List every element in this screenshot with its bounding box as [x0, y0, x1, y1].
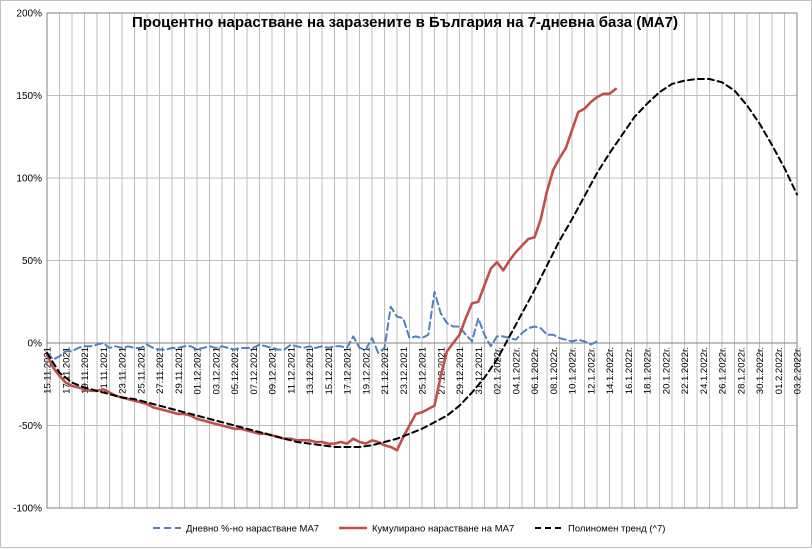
x-tick-label: 23.11.2021 — [118, 347, 129, 394]
series-layer — [45, 78, 798, 452]
legend-label-1: Дневно %-но нарастване МА7 — [186, 524, 319, 535]
x-tick-label: 17.12.2021 — [343, 347, 354, 395]
y-tick-label: -50% — [19, 421, 42, 432]
x-tick-label: 12.1.2022г. — [586, 347, 597, 394]
x-tick-label: 10.1.2022г. — [568, 347, 579, 394]
x-tick-label: 01.2.2022г. — [774, 347, 785, 394]
x-tick-label: 25.12.2021 — [418, 347, 429, 395]
x-tick-label: 17.11.2021 — [61, 347, 72, 394]
legend-label-3: Полиномен тренд (^7) — [568, 524, 665, 535]
x-tick-label: 26.1.2022г. — [718, 347, 729, 394]
x-tick-label: 24.1.2022г. — [699, 347, 710, 394]
chart-title: Процентно нарастване на заразените в Бъл… — [132, 14, 678, 31]
y-tick-label: -100% — [13, 504, 42, 515]
x-tick-label: 02.1.2022г. — [493, 347, 504, 394]
x-tick-label: 27.11.2021 — [155, 347, 166, 394]
x-tick-label: 30.1.2022г. — [755, 347, 766, 394]
x-tick-label: 13.12.2021 — [305, 347, 316, 395]
x-tick-label: 05.12.2021 — [230, 347, 241, 395]
x-tick-label: 15.12.2021 — [324, 347, 335, 395]
x-tick-label: 03.2.2022г. — [793, 347, 804, 394]
x-tick-label: 08.1.2022г. — [549, 347, 560, 394]
x-tick-label: 21.12.2021 — [380, 347, 391, 395]
y-tick-label: 200% — [16, 9, 42, 20]
x-tick-label: 18.1.2022г. — [643, 347, 654, 394]
x-tick-label: 23.12.2021 — [399, 347, 410, 395]
x-tick-label: 31.12.2021 — [474, 347, 485, 395]
x-tick-label: 04.1.2022г. — [511, 347, 522, 394]
y-tick-label: 50% — [22, 256, 42, 267]
x-tick-label: 16.1.2022г. — [624, 347, 635, 394]
legend: Дневно %-но нарастване МА7 Кумулирано нар… — [153, 524, 665, 535]
x-tick-label: 19.12.2021 — [361, 347, 372, 395]
x-tick-label: 03.12.2021 — [211, 347, 222, 395]
series-line-3 — [46, 78, 798, 448]
axis-layer: -100% -50% 0% 50% 100% 150% 200% 15.11.2021 17.1… — [13, 9, 803, 515]
x-tick-label: 28.1.2022г. — [736, 347, 747, 394]
x-tick-label: 15.11.2021 — [43, 347, 54, 394]
plot-area-border — [46, 12, 798, 509]
x-tick-label: 06.1.2022г. — [530, 347, 541, 394]
x-tick-label: 29.11.2021 — [174, 347, 185, 394]
y-tick-label: 100% — [16, 174, 42, 185]
x-tick-label: 11.12.2021 — [286, 347, 297, 394]
x-tick-label: 01.12.2021 — [193, 347, 204, 395]
x-tick-label: 19.11.2021 — [80, 347, 91, 394]
x-tick-label: 21.11.2021 — [99, 347, 110, 394]
legend-label-2: Кумулирано нарастване на МА7 — [372, 524, 514, 535]
x-tick-label: 25.11.2021 — [136, 347, 147, 394]
x-tick-label: 14.1.2022г. — [605, 347, 616, 394]
grid-layer — [46, 12, 798, 509]
series-line-2 — [45, 87, 618, 452]
y-tick-label: 150% — [16, 91, 42, 102]
x-tick-label: 09.12.2021 — [268, 347, 279, 395]
x-tick-label: 07.12.2021 — [249, 347, 260, 395]
x-tick-label: 22.1.2022г. — [680, 347, 691, 394]
x-tick-label: 20.1.2022г. — [661, 347, 672, 394]
y-tick-label: 0% — [28, 339, 43, 350]
x-tick-label: 29.12.2021 — [455, 347, 466, 395]
series-line-1 — [46, 290, 598, 361]
